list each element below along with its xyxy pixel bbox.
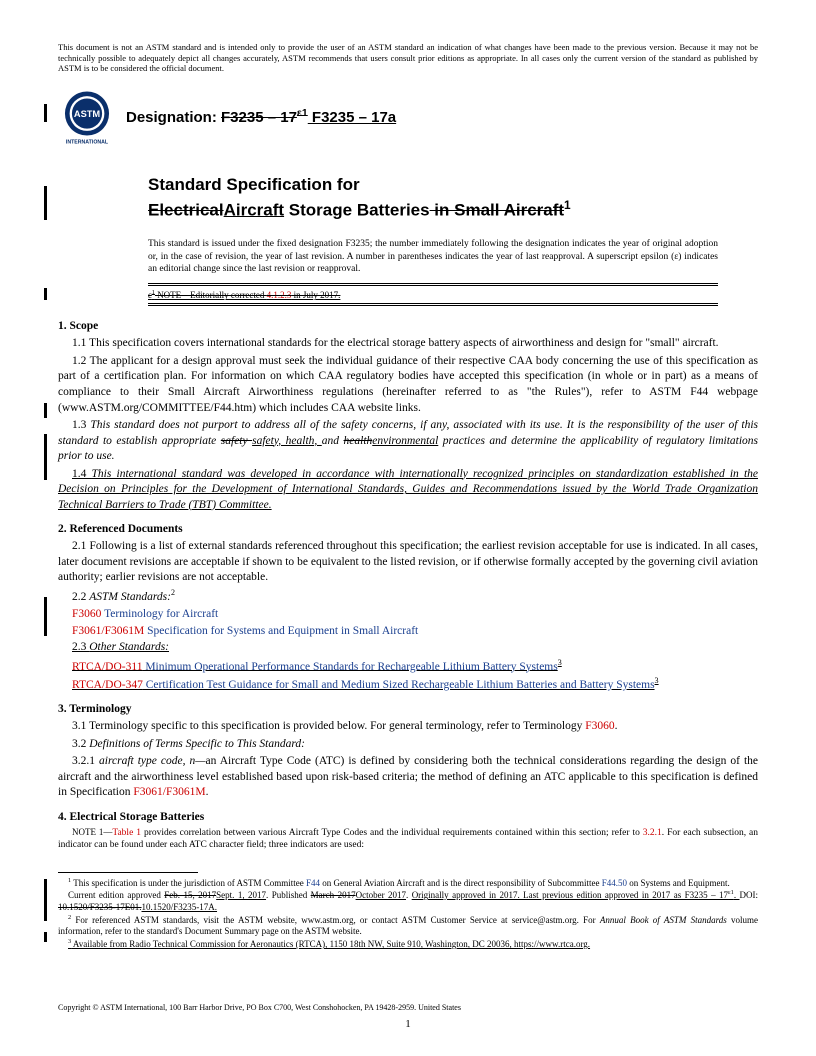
epsilon-note: ε1 NOTE—Editorially corrected 4.1.2.3 in… <box>148 283 718 306</box>
footnote-1b: Current edition approved Feb. 15, 2017Se… <box>58 889 758 913</box>
footnote-3: 3 Available from Radio Technical Commiss… <box>58 938 758 951</box>
para-1-2: 1.2 The applicant for a design approval … <box>58 354 758 416</box>
para-1-3: 1.3 This standard does not purport to ad… <box>58 418 758 465</box>
change-bar <box>44 186 47 220</box>
change-bar <box>44 104 47 122</box>
title-line2: ElectricalAircraft Storage Batteries in … <box>148 197 758 223</box>
disclaimer-text: This document is not an ASTM standard an… <box>58 42 758 74</box>
footnote-2: 2 For referenced ASTM standards, visit t… <box>58 914 758 938</box>
ref-f3060: F3060 Terminology for Aircraft <box>72 607 758 623</box>
para-1-1: 1.1 This specification covers internatio… <box>58 336 758 352</box>
ref-do347: RTCA/DO-347 Certification Test Guidance … <box>72 676 758 693</box>
section-3-heading: 3. Terminology <box>58 703 758 715</box>
change-bar <box>44 879 47 921</box>
copyright-text: Copyright © ASTM International, 100 Barr… <box>58 1003 461 1012</box>
para-1-4: 1.4 This international standard was deve… <box>58 467 758 514</box>
para-2-1: 2.1 Following is a list of external stan… <box>58 539 758 586</box>
change-bar <box>44 597 47 636</box>
section-4-heading: 4. Electrical Storage Batteries <box>58 811 758 823</box>
svg-text:INTERNATIONAL: INTERNATIONAL <box>66 140 109 146</box>
para-2-2: 2.2 ASTM Standards:2 <box>58 588 758 605</box>
change-bar <box>44 434 47 480</box>
para-3-1: 3.1 Terminology specific to this specifi… <box>58 719 758 735</box>
ref-f3061: F3061/F3061M Specification for Systems a… <box>72 624 758 640</box>
page-number: 1 <box>405 1018 411 1030</box>
footnote-1: 1 This specification is under the jurisd… <box>58 877 758 890</box>
astm-logo: ASTM INTERNATIONAL <box>58 88 116 146</box>
ref-do311: RTCA/DO-311 Minimum Operational Performa… <box>72 658 758 675</box>
para-3-2-1: 3.2.1 aircraft type code, n—an Aircraft … <box>58 754 758 801</box>
svg-text:ASTM: ASTM <box>74 109 101 119</box>
section-1-heading: 1. Scope <box>58 320 758 332</box>
section-2-heading: 2. Referenced Documents <box>58 523 758 535</box>
header-row: ASTM INTERNATIONAL Designation: F3235 – … <box>58 88 758 146</box>
title-line1: Standard Specification for <box>148 174 758 197</box>
para-3-2: 3.2 Definitions of Terms Specific to Thi… <box>58 737 758 753</box>
change-bar <box>44 403 47 418</box>
designation: Designation: F3235 – 17ε1 F3235 – 17a <box>126 107 396 126</box>
change-bar <box>44 932 47 942</box>
change-bar <box>44 288 47 300</box>
issuance-note: This standard is issued under the fixed … <box>148 238 718 275</box>
para-2-3: 2.3 Other Standards: <box>58 640 758 656</box>
footnote-separator <box>58 872 198 873</box>
title-block: Standard Specification for ElectricalAir… <box>148 174 758 223</box>
note-1: NOTE 1—Table 1 provides correlation betw… <box>58 827 758 852</box>
